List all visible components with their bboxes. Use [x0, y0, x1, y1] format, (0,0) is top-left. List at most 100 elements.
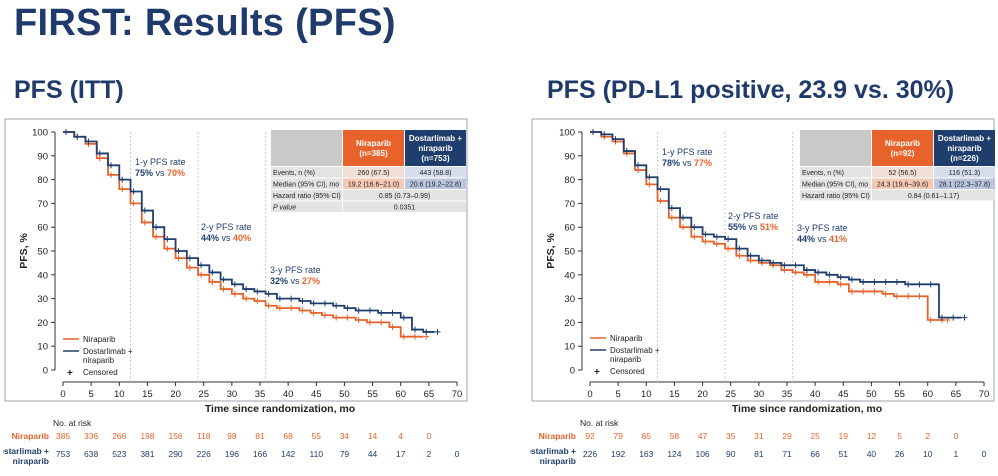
censor-mark — [792, 262, 799, 269]
censor-mark — [344, 314, 351, 321]
censor-mark — [321, 300, 328, 307]
table-combo-value: 116 (51.3) — [949, 170, 980, 177]
x-axis-title: Time since randomization, mo — [205, 403, 355, 415]
censor-mark — [871, 278, 878, 285]
table-row-label-cell — [800, 190, 871, 201]
annotation-nira-rate: 40% — [233, 233, 251, 243]
risk-value: 90 — [726, 449, 736, 459]
censor-mark — [355, 307, 362, 314]
table-header-nira-label: Niraparib — [885, 139, 920, 148]
y-tick-label: 50 — [37, 247, 48, 258]
risk-value: 142 — [281, 449, 295, 459]
censor-mark — [130, 188, 137, 195]
y-tick-label: 20 — [564, 318, 575, 329]
censor-mark — [781, 262, 788, 269]
censor-mark — [612, 136, 619, 143]
table-header-nira — [872, 130, 933, 166]
x-tick-label: 70 — [979, 389, 990, 400]
censor-mark — [736, 252, 743, 259]
legend-label-censored: Censored — [83, 368, 118, 377]
risk-value: 226 — [583, 449, 597, 459]
risk-row-name: Niraparib — [539, 431, 576, 441]
y-tick-label: 80 — [37, 175, 48, 186]
table-row-label-cell — [271, 178, 342, 189]
y-tick-label: 90 — [37, 151, 48, 162]
risk-value: 0 — [982, 449, 987, 459]
risk-value: 14 — [368, 431, 378, 441]
x-tick-label: 60 — [922, 389, 933, 400]
y-tick-label: 0 — [43, 366, 48, 377]
censor-mark — [905, 281, 912, 288]
table-nira-cell — [872, 167, 933, 178]
legend-label-combo-line2: niraparib — [610, 355, 642, 364]
risk-value: 71 — [782, 449, 792, 459]
risk-value: 98 — [227, 431, 237, 441]
risk-value: 58 — [670, 431, 680, 441]
censor-mark — [893, 293, 900, 300]
censor-mark — [423, 328, 430, 335]
risk-value: 163 — [639, 449, 653, 459]
table-merged-cell — [872, 190, 995, 201]
censor-mark — [265, 302, 272, 309]
annotation-nira-rate: 77% — [694, 158, 712, 168]
censor-mark — [680, 214, 687, 221]
annotation-vs: vs — [153, 168, 167, 178]
annotation-combo-rate: 32% — [270, 276, 288, 286]
risk-value: 5 — [897, 431, 902, 441]
censor-mark — [108, 162, 115, 169]
risk-value: 336 — [84, 431, 98, 441]
risk-value: 385 — [56, 431, 70, 441]
annotation-head: 2-y PFS rate — [201, 222, 252, 232]
page-title: FIRST: Results (PFS) — [14, 2, 396, 44]
x-tick-label: 15 — [142, 389, 153, 400]
censor-mark — [276, 305, 283, 312]
x-tick-label: 25 — [725, 389, 736, 400]
censor-mark — [175, 248, 182, 254]
x-tick-label: 30 — [227, 389, 238, 400]
censor-mark — [848, 276, 855, 283]
risk-value: 92 — [585, 431, 595, 441]
risk-value: 106 — [695, 449, 709, 459]
left-subtitle: PFS (ITT) — [14, 76, 124, 104]
x-tick-label: 15 — [669, 389, 680, 400]
y-tick-label: 40 — [37, 270, 48, 281]
risk-value: 156 — [168, 431, 182, 441]
censor-mark — [299, 307, 306, 314]
censor-mark — [85, 138, 92, 145]
censor-mark — [198, 262, 205, 269]
risk-value: 25 — [810, 431, 820, 441]
censor-mark — [243, 286, 250, 293]
annotation-vs: vs — [219, 233, 233, 243]
table-header-combo-label: niraparib — [418, 144, 452, 153]
table-row-label: Hazard ratio (95% CI) — [802, 193, 870, 200]
y-tick-label: 0 — [570, 366, 575, 377]
censor-mark — [130, 200, 137, 207]
risk-value: 65 — [642, 431, 652, 441]
table-merged-cell — [343, 201, 466, 212]
y-axis-title: PFS, % — [18, 233, 30, 269]
risk-value: 81 — [255, 431, 265, 441]
censor-mark — [299, 297, 306, 304]
censor-mark — [826, 278, 833, 285]
censor-mark — [736, 245, 743, 252]
x-tick-label: 50 — [866, 389, 877, 400]
table-combo-cell — [934, 178, 995, 189]
risk-row-name: Dostarlimab + — [3, 446, 49, 456]
y-tick-label: 50 — [564, 247, 575, 258]
censor-mark — [400, 333, 407, 340]
annotation-values: 75% vs 70% — [135, 168, 185, 178]
censor-mark — [243, 295, 250, 302]
censor-mark — [220, 276, 227, 283]
x-tick-label: 70 — [452, 389, 463, 400]
censor-mark — [355, 317, 362, 324]
table-nira-value: 19.2 (16.6–21.0) — [348, 182, 399, 189]
km-chart-itt: 0 10 20 30 40 50 60 70 80 90 100 0 5 10 15 20 25 30 35 40 45… — [3, 117, 470, 476]
risk-value: 19 — [839, 431, 849, 441]
table-header-nira-label: (n=385) — [359, 149, 388, 158]
censor-mark — [668, 214, 675, 221]
censor-mark — [893, 278, 900, 285]
censor-mark — [646, 181, 653, 188]
risk-value: 40 — [867, 449, 877, 459]
censor-mark — [333, 314, 340, 321]
